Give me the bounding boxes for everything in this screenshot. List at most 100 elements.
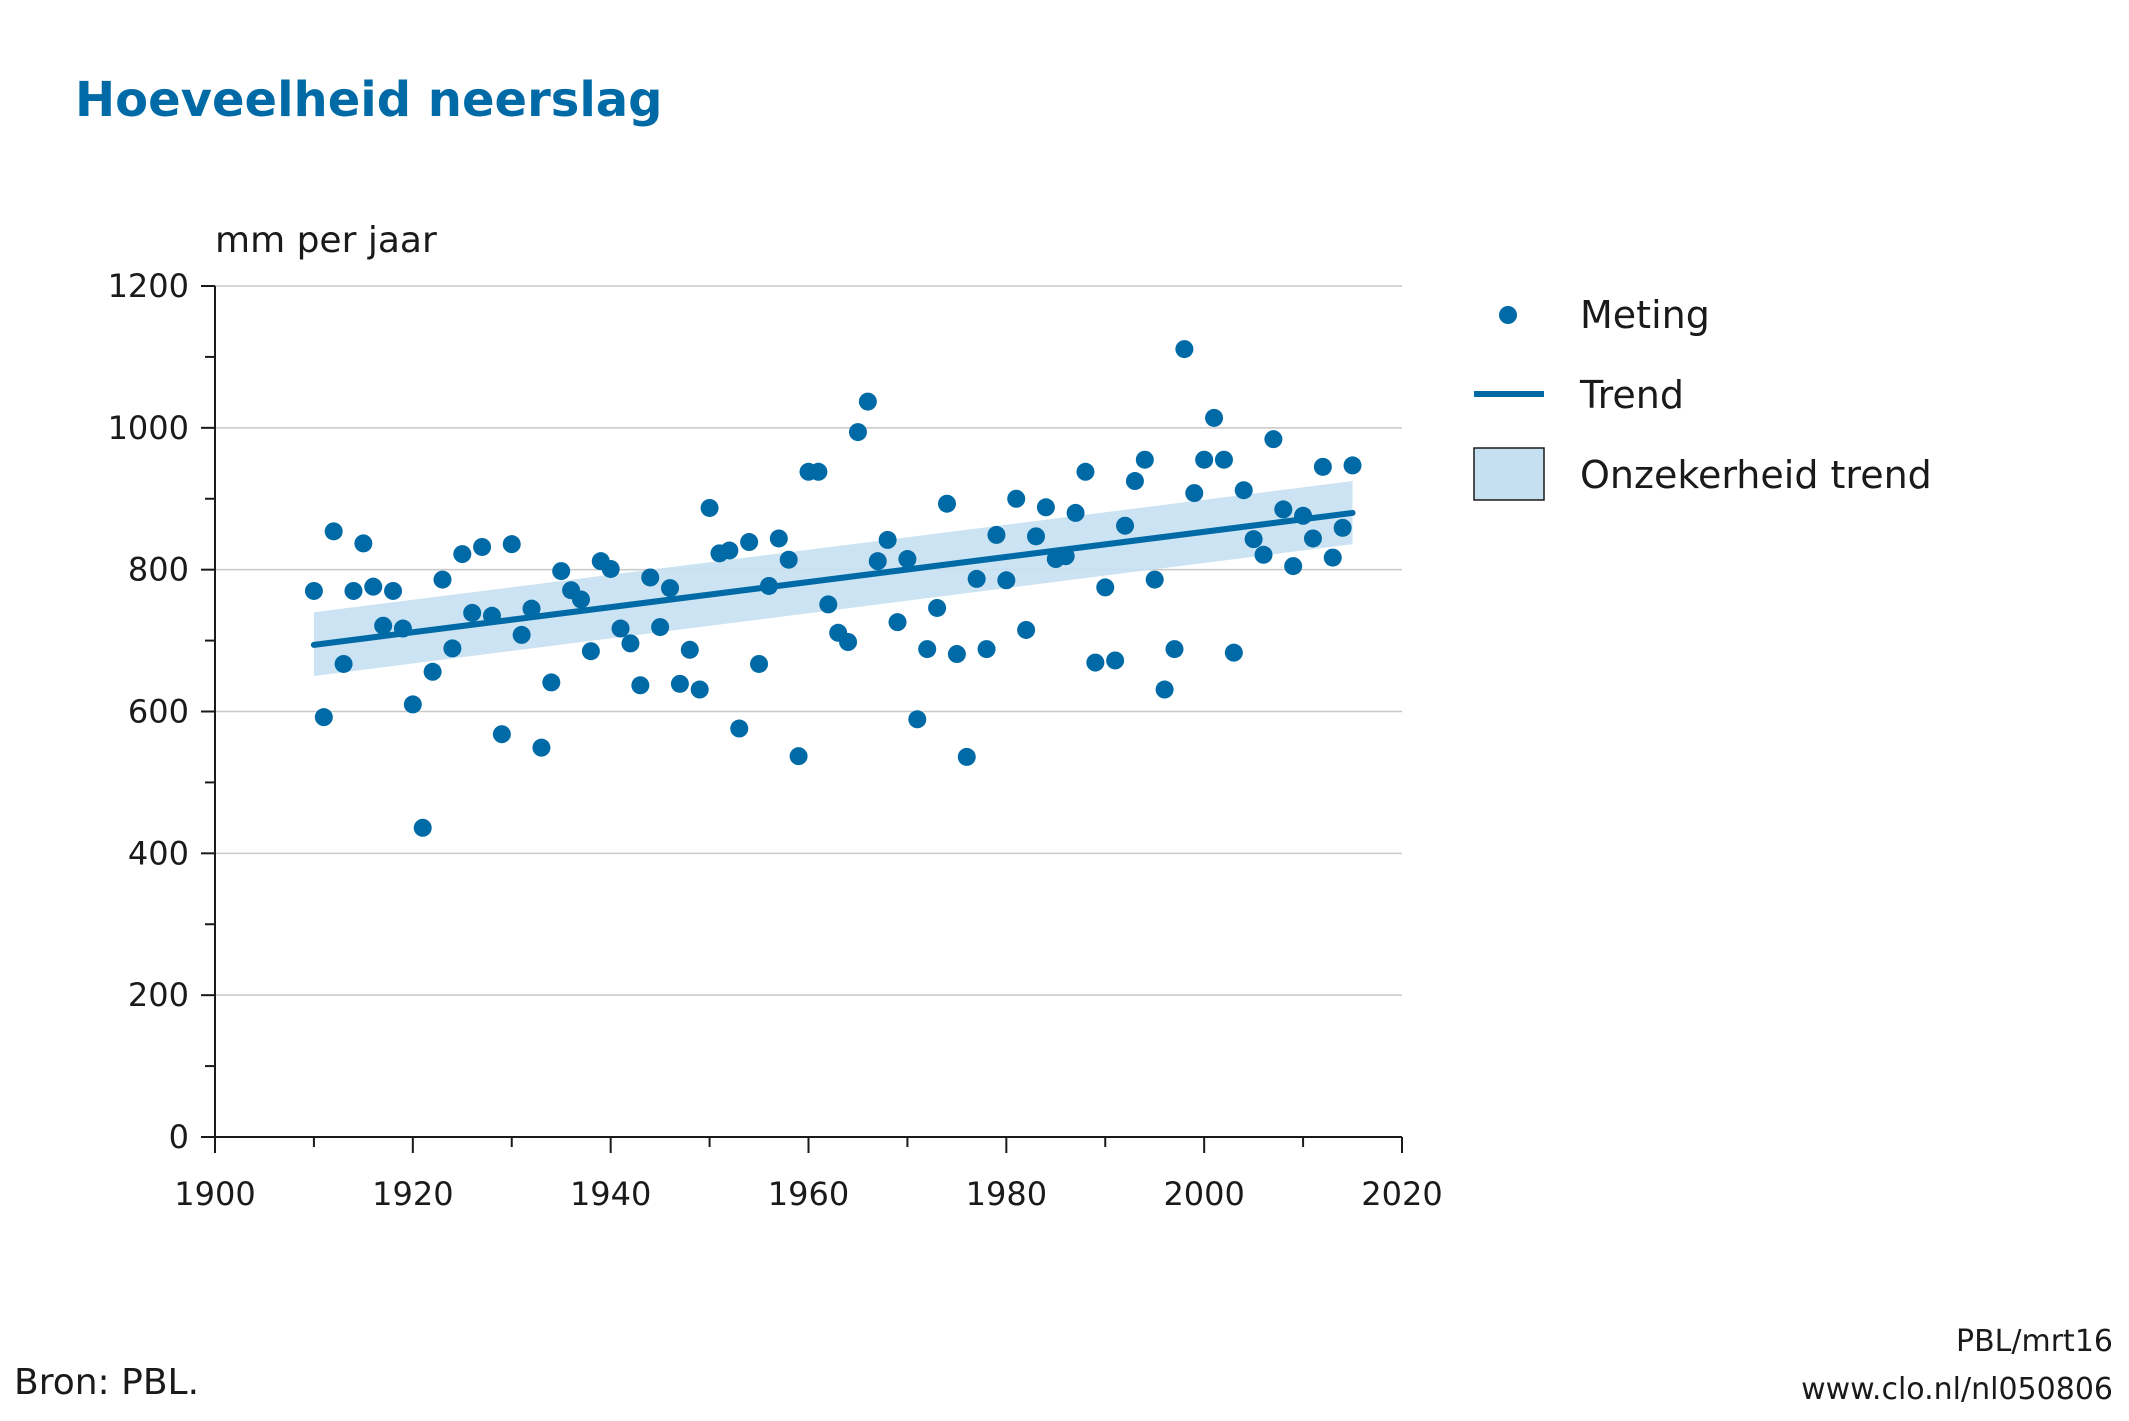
data-point xyxy=(453,545,472,564)
legend-meting-marker xyxy=(1499,306,1517,324)
data-point xyxy=(571,590,590,609)
data-point xyxy=(413,818,432,837)
x-tick-label: 1900 xyxy=(174,1175,255,1213)
data-point xyxy=(1274,500,1293,519)
data-point xyxy=(532,738,551,757)
data-point xyxy=(1234,481,1253,500)
data-point xyxy=(730,719,749,738)
data-point xyxy=(1214,450,1233,469)
data-point xyxy=(868,552,887,571)
data-point xyxy=(888,613,907,632)
data-point xyxy=(641,568,660,587)
y-axis-unit-label: mm per jaar xyxy=(215,220,437,261)
source-note: Bron: PBL. xyxy=(14,1362,200,1403)
data-point xyxy=(789,747,808,766)
data-point xyxy=(344,581,363,600)
legend-label: Onzekerheid trend xyxy=(1580,453,1932,497)
data-point xyxy=(314,708,333,727)
data-point xyxy=(1294,506,1313,525)
x-tick-label: 1980 xyxy=(966,1175,1047,1213)
data-point xyxy=(1323,548,1342,567)
data-point xyxy=(819,595,838,614)
data-point xyxy=(1066,503,1085,522)
data-point xyxy=(482,606,501,625)
data-point xyxy=(473,537,492,556)
data-point xyxy=(740,533,759,552)
data-point xyxy=(670,674,689,693)
data-point xyxy=(750,654,769,673)
data-point xyxy=(1313,457,1332,476)
data-point xyxy=(1096,578,1115,597)
data-point xyxy=(1205,408,1224,427)
data-point xyxy=(1027,527,1046,546)
data-point xyxy=(621,634,640,653)
data-point xyxy=(1135,450,1154,469)
data-point xyxy=(1056,547,1075,566)
data-point xyxy=(463,603,482,622)
y-tick-label: 400 xyxy=(128,834,189,872)
data-point xyxy=(581,642,600,661)
data-point xyxy=(1244,530,1263,549)
trend-line xyxy=(310,509,1356,648)
data-point xyxy=(1284,557,1303,576)
data-point xyxy=(987,525,1006,544)
chart-title: Hoeveelheid neerslag xyxy=(75,72,663,128)
data-point xyxy=(1017,620,1036,639)
credit-url[interactable]: www.clo.nl/nl050806 xyxy=(1801,1372,2113,1407)
data-point xyxy=(957,747,976,766)
data-point xyxy=(324,522,343,541)
data-point xyxy=(918,640,937,659)
credit-block: PBL/mrt16 www.clo.nl/nl050806 xyxy=(1801,1318,2113,1414)
data-point xyxy=(759,576,778,595)
legend-label: Trend xyxy=(1579,373,1684,417)
data-point xyxy=(502,535,521,554)
data-point xyxy=(997,571,1016,590)
x-tick-label: 1960 xyxy=(768,1175,849,1213)
data-point xyxy=(779,550,798,569)
data-point xyxy=(354,534,373,553)
data-point xyxy=(720,541,739,560)
data-point xyxy=(700,498,719,517)
data-point xyxy=(661,579,680,598)
data-point xyxy=(809,462,828,481)
credit-code: PBL/mrt16 xyxy=(1956,1324,2113,1359)
data-point xyxy=(690,680,709,699)
data-point xyxy=(1125,472,1144,491)
data-point xyxy=(1145,570,1164,589)
legend-label: Meting xyxy=(1580,293,1710,337)
y-tick-label: 800 xyxy=(128,551,189,589)
data-point xyxy=(334,654,353,673)
data-point xyxy=(443,639,462,658)
data-point xyxy=(839,633,858,652)
data-point xyxy=(928,598,947,617)
data-point xyxy=(512,625,531,644)
y-tick-label: 600 xyxy=(128,693,189,731)
x-tick-label: 1940 xyxy=(570,1175,651,1213)
data-point xyxy=(769,529,788,548)
data-point xyxy=(1195,450,1214,469)
data-point xyxy=(611,619,630,638)
data-point xyxy=(423,662,442,681)
data-point xyxy=(848,423,867,442)
data-point xyxy=(384,581,403,600)
data-point xyxy=(651,618,670,637)
data-point xyxy=(967,569,986,588)
data-point xyxy=(552,562,571,581)
data-point xyxy=(1333,518,1352,537)
data-point xyxy=(1224,643,1243,662)
data-point xyxy=(1264,430,1283,449)
data-point xyxy=(304,581,323,600)
data-point xyxy=(898,550,917,569)
data-point xyxy=(908,710,927,729)
y-tick-label: 1200 xyxy=(108,267,189,305)
data-point xyxy=(433,570,452,589)
data-point xyxy=(403,695,422,714)
data-point xyxy=(1007,489,1026,508)
data-point xyxy=(601,559,620,578)
data-point xyxy=(364,577,383,596)
data-point xyxy=(1165,640,1184,659)
x-tick-label: 1920 xyxy=(372,1175,453,1213)
legend-band-marker xyxy=(1473,447,1545,501)
data-point xyxy=(522,599,541,618)
data-point xyxy=(542,673,561,692)
